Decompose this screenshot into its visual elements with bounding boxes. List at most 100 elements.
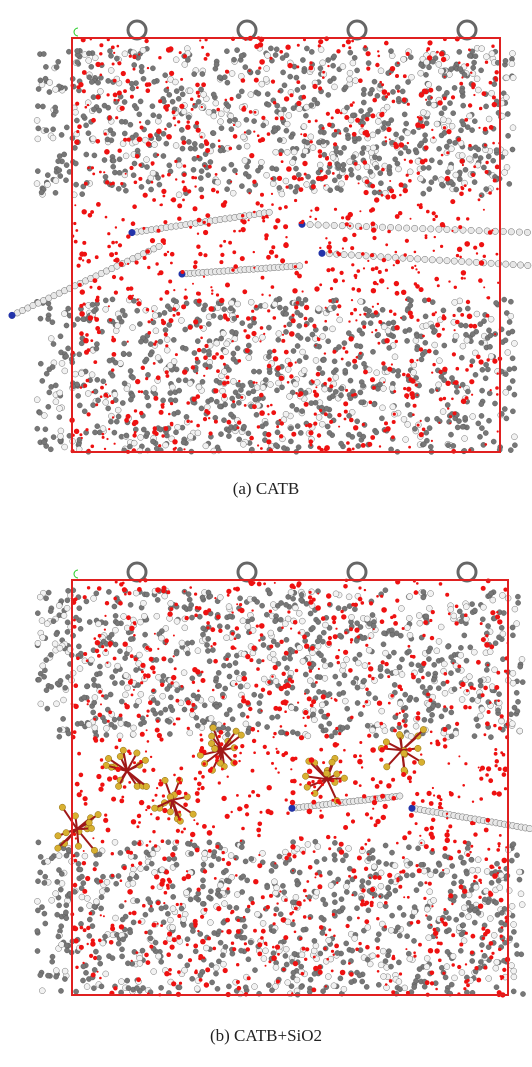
- atom: [277, 137, 282, 142]
- water-atom: [330, 287, 333, 290]
- atom: [54, 701, 60, 707]
- atom: [65, 620, 70, 625]
- atom: [496, 635, 501, 640]
- water-atom: [304, 317, 308, 321]
- atom: [252, 968, 257, 973]
- atom: [134, 750, 140, 756]
- atom: [234, 892, 240, 898]
- atom: [35, 426, 40, 431]
- atom: [42, 674, 47, 679]
- atom: [275, 372, 280, 377]
- water-atom: [104, 132, 107, 135]
- water-atom: [461, 277, 464, 280]
- water-atom: [114, 99, 117, 102]
- atom: [519, 902, 525, 908]
- atom: [227, 118, 232, 123]
- atom: [446, 916, 451, 921]
- water-atom: [464, 184, 467, 187]
- molecules: [9, 21, 532, 455]
- atom: [475, 723, 480, 728]
- water-atom: [410, 395, 415, 400]
- atom: [35, 640, 41, 646]
- atom: [287, 322, 292, 327]
- atom: [290, 159, 296, 165]
- water-atom: [435, 323, 440, 328]
- water-atom: [117, 61, 121, 65]
- atom: [469, 857, 474, 862]
- atom: [366, 880, 371, 885]
- water-atom: [476, 252, 478, 254]
- atom: [308, 977, 313, 982]
- atom: [98, 961, 103, 966]
- water-atom: [90, 286, 93, 289]
- atom: [408, 298, 413, 303]
- atom: [136, 652, 142, 658]
- atom: [223, 349, 229, 355]
- atom: [376, 332, 381, 337]
- water-atom: [485, 443, 488, 446]
- atom: [503, 338, 508, 343]
- atom: [479, 426, 484, 431]
- atom: [505, 111, 510, 116]
- water-atom: [478, 127, 480, 129]
- atom: [401, 56, 407, 62]
- atom: [301, 368, 307, 374]
- water-atom: [406, 174, 409, 177]
- atom: [360, 150, 365, 155]
- water-atom: [393, 264, 395, 266]
- water-atom: [197, 218, 202, 223]
- water-atom: [187, 189, 191, 193]
- water-atom: [393, 413, 396, 416]
- atom: [403, 437, 409, 443]
- atom: [187, 597, 192, 602]
- atom: [261, 123, 266, 128]
- water-atom: [148, 331, 152, 335]
- water-atom: [146, 308, 149, 311]
- atom: [47, 80, 53, 86]
- water-atom: [456, 367, 460, 371]
- water-atom: [457, 137, 461, 141]
- atom: [502, 169, 508, 175]
- atom: [299, 592, 304, 597]
- water-atom: [170, 402, 173, 405]
- atom: [123, 672, 129, 678]
- atom: [84, 152, 89, 157]
- atom: [473, 372, 478, 377]
- atom: [139, 69, 144, 74]
- atom: [87, 917, 92, 922]
- atom: [245, 908, 250, 913]
- atom: [275, 714, 280, 719]
- atom: [430, 712, 435, 717]
- ring: [128, 563, 146, 581]
- atom: [427, 187, 432, 192]
- atom: [173, 682, 179, 688]
- atom: [343, 368, 348, 373]
- water-atom: [371, 331, 373, 333]
- water-atom: [325, 307, 327, 309]
- atom: [148, 352, 153, 357]
- water-atom: [414, 265, 416, 267]
- atom: [233, 660, 238, 665]
- atom: [353, 78, 359, 84]
- atom: [342, 341, 347, 346]
- atom: [133, 132, 138, 137]
- water-atom: [191, 365, 195, 369]
- water-atom: [173, 448, 176, 451]
- water-atom: [288, 362, 293, 367]
- atom: [337, 909, 342, 914]
- water-atom: [223, 200, 227, 204]
- water-atom: [289, 374, 293, 378]
- atom: [511, 842, 516, 847]
- water-atom: [132, 55, 136, 59]
- atom: [316, 140, 321, 145]
- atom: [326, 92, 331, 97]
- atom: [182, 967, 188, 973]
- atom: [220, 388, 226, 394]
- atom: [310, 650, 316, 656]
- atom: [472, 119, 477, 124]
- water-atom: [79, 251, 84, 256]
- water-atom: [273, 356, 278, 361]
- atom: [186, 115, 191, 120]
- atom: [283, 178, 289, 184]
- atom: [138, 866, 144, 872]
